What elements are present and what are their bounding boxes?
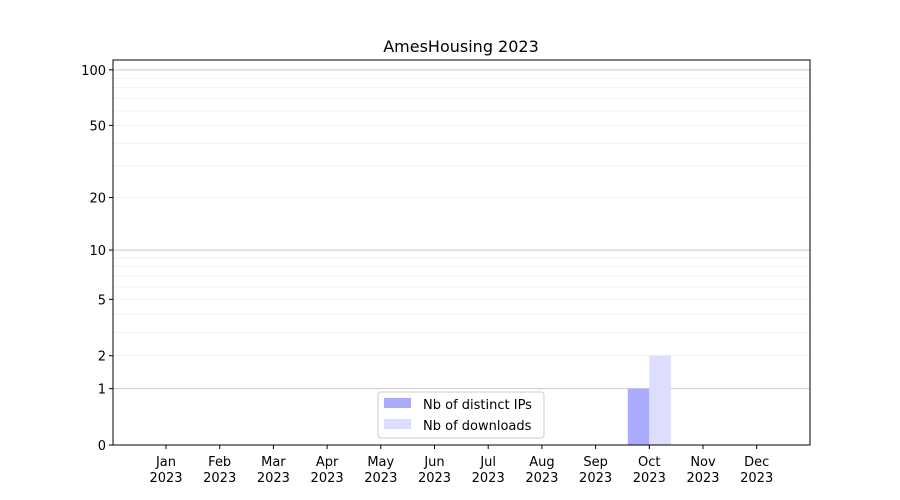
y-tick-label: 20 bbox=[89, 192, 106, 207]
bar-ips bbox=[627, 388, 650, 445]
x-tick-label: Apr 2023 bbox=[311, 455, 344, 486]
y-tick-label: 50 bbox=[89, 119, 106, 134]
x-tick-label: Oct 2023 bbox=[633, 455, 666, 486]
x-tick-label: Jun 2023 bbox=[418, 455, 451, 486]
legend-label-downloads: Nb of downloads bbox=[423, 419, 532, 434]
y-tick-label: 2 bbox=[98, 350, 106, 365]
x-tick-label: Mar 2023 bbox=[257, 455, 290, 486]
legend: Nb of distinct IPs Nb of downloads bbox=[377, 391, 545, 439]
x-tick-label: Aug 2023 bbox=[525, 455, 558, 486]
legend-swatch-ips bbox=[384, 398, 411, 408]
plot-frame bbox=[112, 59, 811, 446]
x-tick-label: Jul 2023 bbox=[472, 455, 505, 486]
x-tick-label: Feb 2023 bbox=[203, 455, 236, 486]
chart-title: AmesHousing 2023 bbox=[383, 37, 539, 56]
x-tick-label: Dec 2023 bbox=[740, 455, 773, 486]
y-tick-label: 10 bbox=[89, 244, 106, 259]
y-tick-label: 0 bbox=[98, 439, 106, 454]
x-tick-label: May 2023 bbox=[364, 455, 397, 486]
x-tick-label: Jan 2023 bbox=[149, 455, 182, 486]
bar-downloads bbox=[649, 355, 671, 445]
y-tick-label: 100 bbox=[81, 64, 106, 79]
legend-swatch-downloads bbox=[384, 419, 411, 429]
y-tick-label: 1 bbox=[98, 383, 106, 398]
y-tick-label: 5 bbox=[98, 293, 106, 308]
legend-label-ips: Nb of distinct IPs bbox=[423, 398, 532, 413]
x-tick-label: Nov 2023 bbox=[686, 455, 719, 486]
x-tick-label: Sep 2023 bbox=[579, 455, 612, 486]
